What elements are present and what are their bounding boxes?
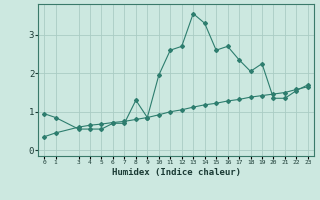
X-axis label: Humidex (Indice chaleur): Humidex (Indice chaleur) bbox=[111, 168, 241, 177]
